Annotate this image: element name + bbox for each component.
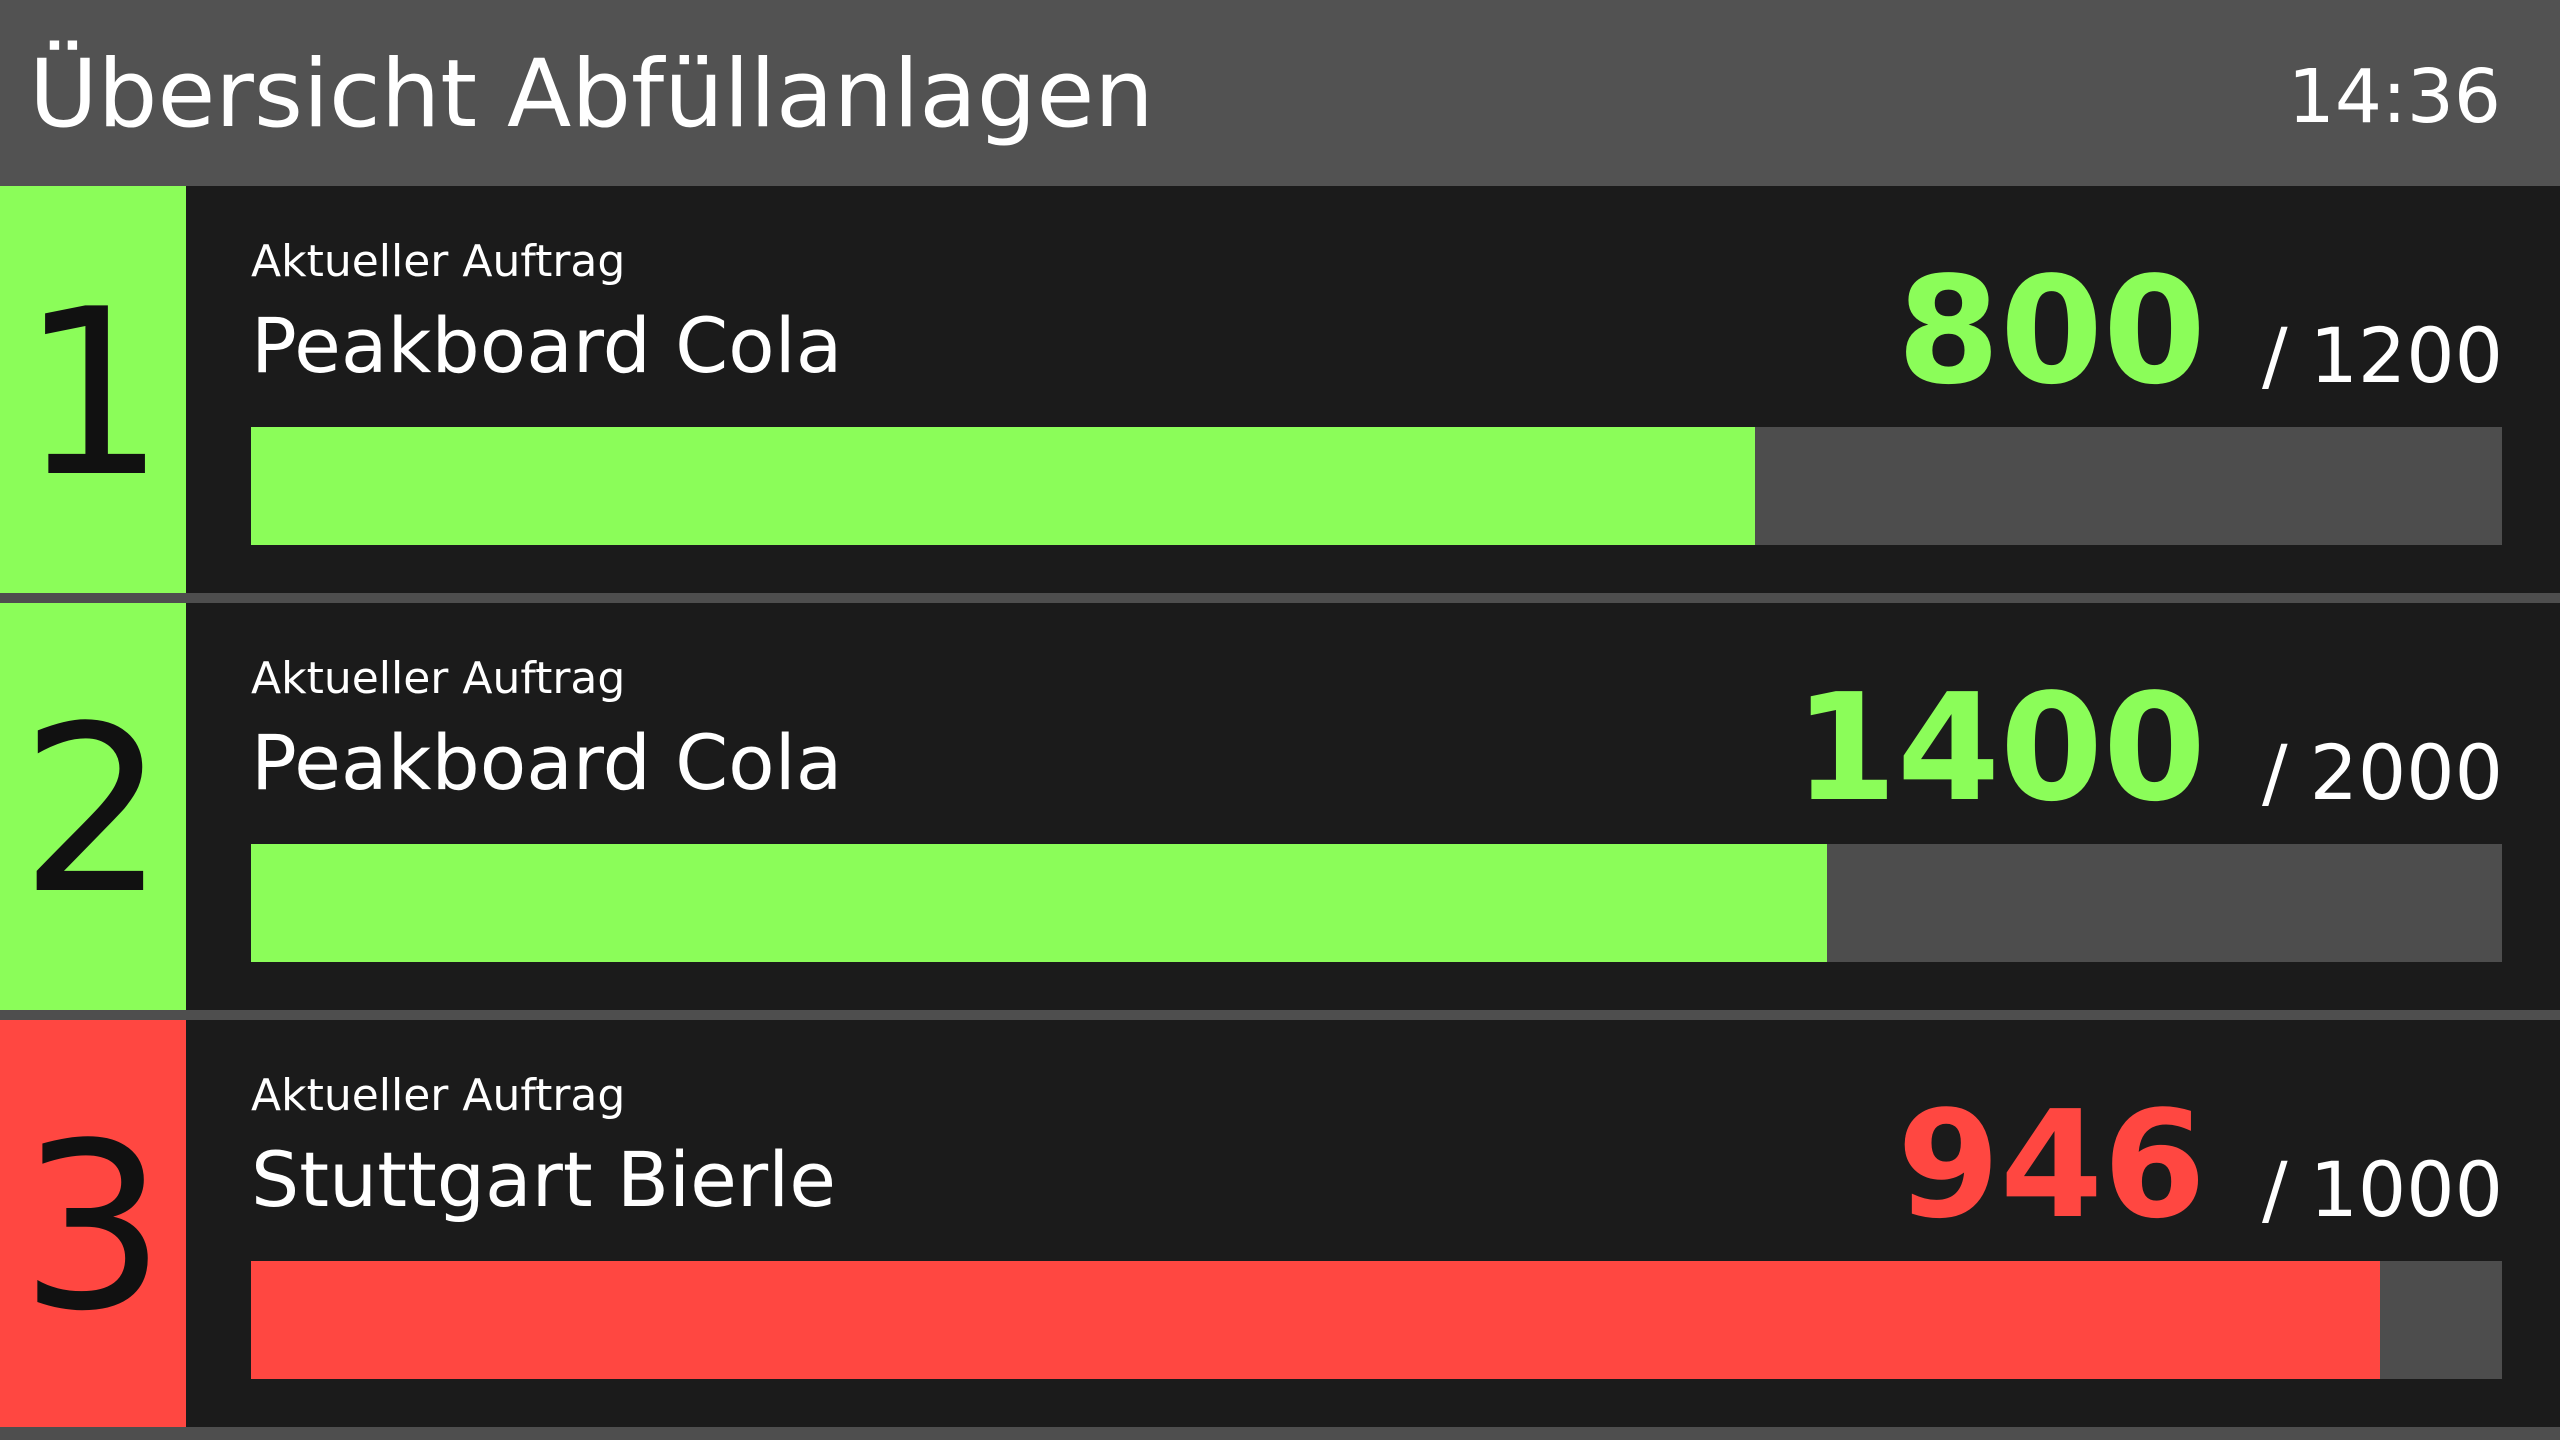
progress-bar-fill (251, 427, 1755, 545)
count-display: 946 / 1000 (1897, 1090, 2503, 1240)
row-divider (0, 593, 2560, 603)
product-name: Peakboard Cola (251, 718, 843, 807)
filling-line-3: 3 Aktueller Auftrag Stuttgart Bierle 946… (0, 1020, 2560, 1427)
clock: 14:36 (2287, 54, 2501, 140)
progress-bar-track (251, 1261, 2502, 1379)
order-label: Aktueller Auftrag (251, 653, 626, 704)
line-number-tile: 3 (0, 1020, 186, 1427)
order-label: Aktueller Auftrag (251, 236, 626, 287)
line-number-tile: 2 (0, 603, 186, 1010)
row-divider (0, 1010, 2560, 1020)
line-number: 1 (19, 260, 167, 528)
count-separator: / (2261, 1145, 2288, 1234)
filling-line-1: 1 Aktueller Auftrag Peakboard Cola 800 /… (0, 186, 2560, 593)
line-number-tile: 1 (0, 186, 186, 593)
target-count: 2000 (2309, 728, 2503, 817)
header-bar: Übersicht Abfüllanlagen 14:36 (0, 0, 2560, 186)
target-count: 1200 (2309, 311, 2503, 400)
progress-bar-track (251, 427, 2502, 545)
row-divider (0, 1427, 2560, 1440)
count-separator: / (2261, 728, 2288, 817)
progress-bar-fill (251, 844, 1827, 962)
page-title: Übersicht Abfüllanlagen (29, 40, 1154, 149)
current-count: 946 (1897, 1079, 2206, 1251)
target-count: 1000 (2309, 1145, 2503, 1234)
order-label: Aktueller Auftrag (251, 1070, 626, 1121)
progress-bar-track (251, 844, 2502, 962)
product-name: Peakboard Cola (251, 301, 843, 390)
count-separator: / (2261, 311, 2288, 400)
progress-bar-fill (251, 1261, 2381, 1379)
current-count: 800 (1897, 245, 2206, 417)
line-number: 3 (19, 1094, 167, 1362)
current-count: 1400 (1794, 662, 2206, 834)
filling-line-2: 2 Aktueller Auftrag Peakboard Cola 1400 … (0, 603, 2560, 1010)
line-number: 2 (19, 677, 167, 945)
count-display: 1400 / 2000 (1794, 673, 2503, 823)
count-display: 800 / 1200 (1897, 256, 2503, 406)
product-name: Stuttgart Bierle (251, 1135, 836, 1224)
